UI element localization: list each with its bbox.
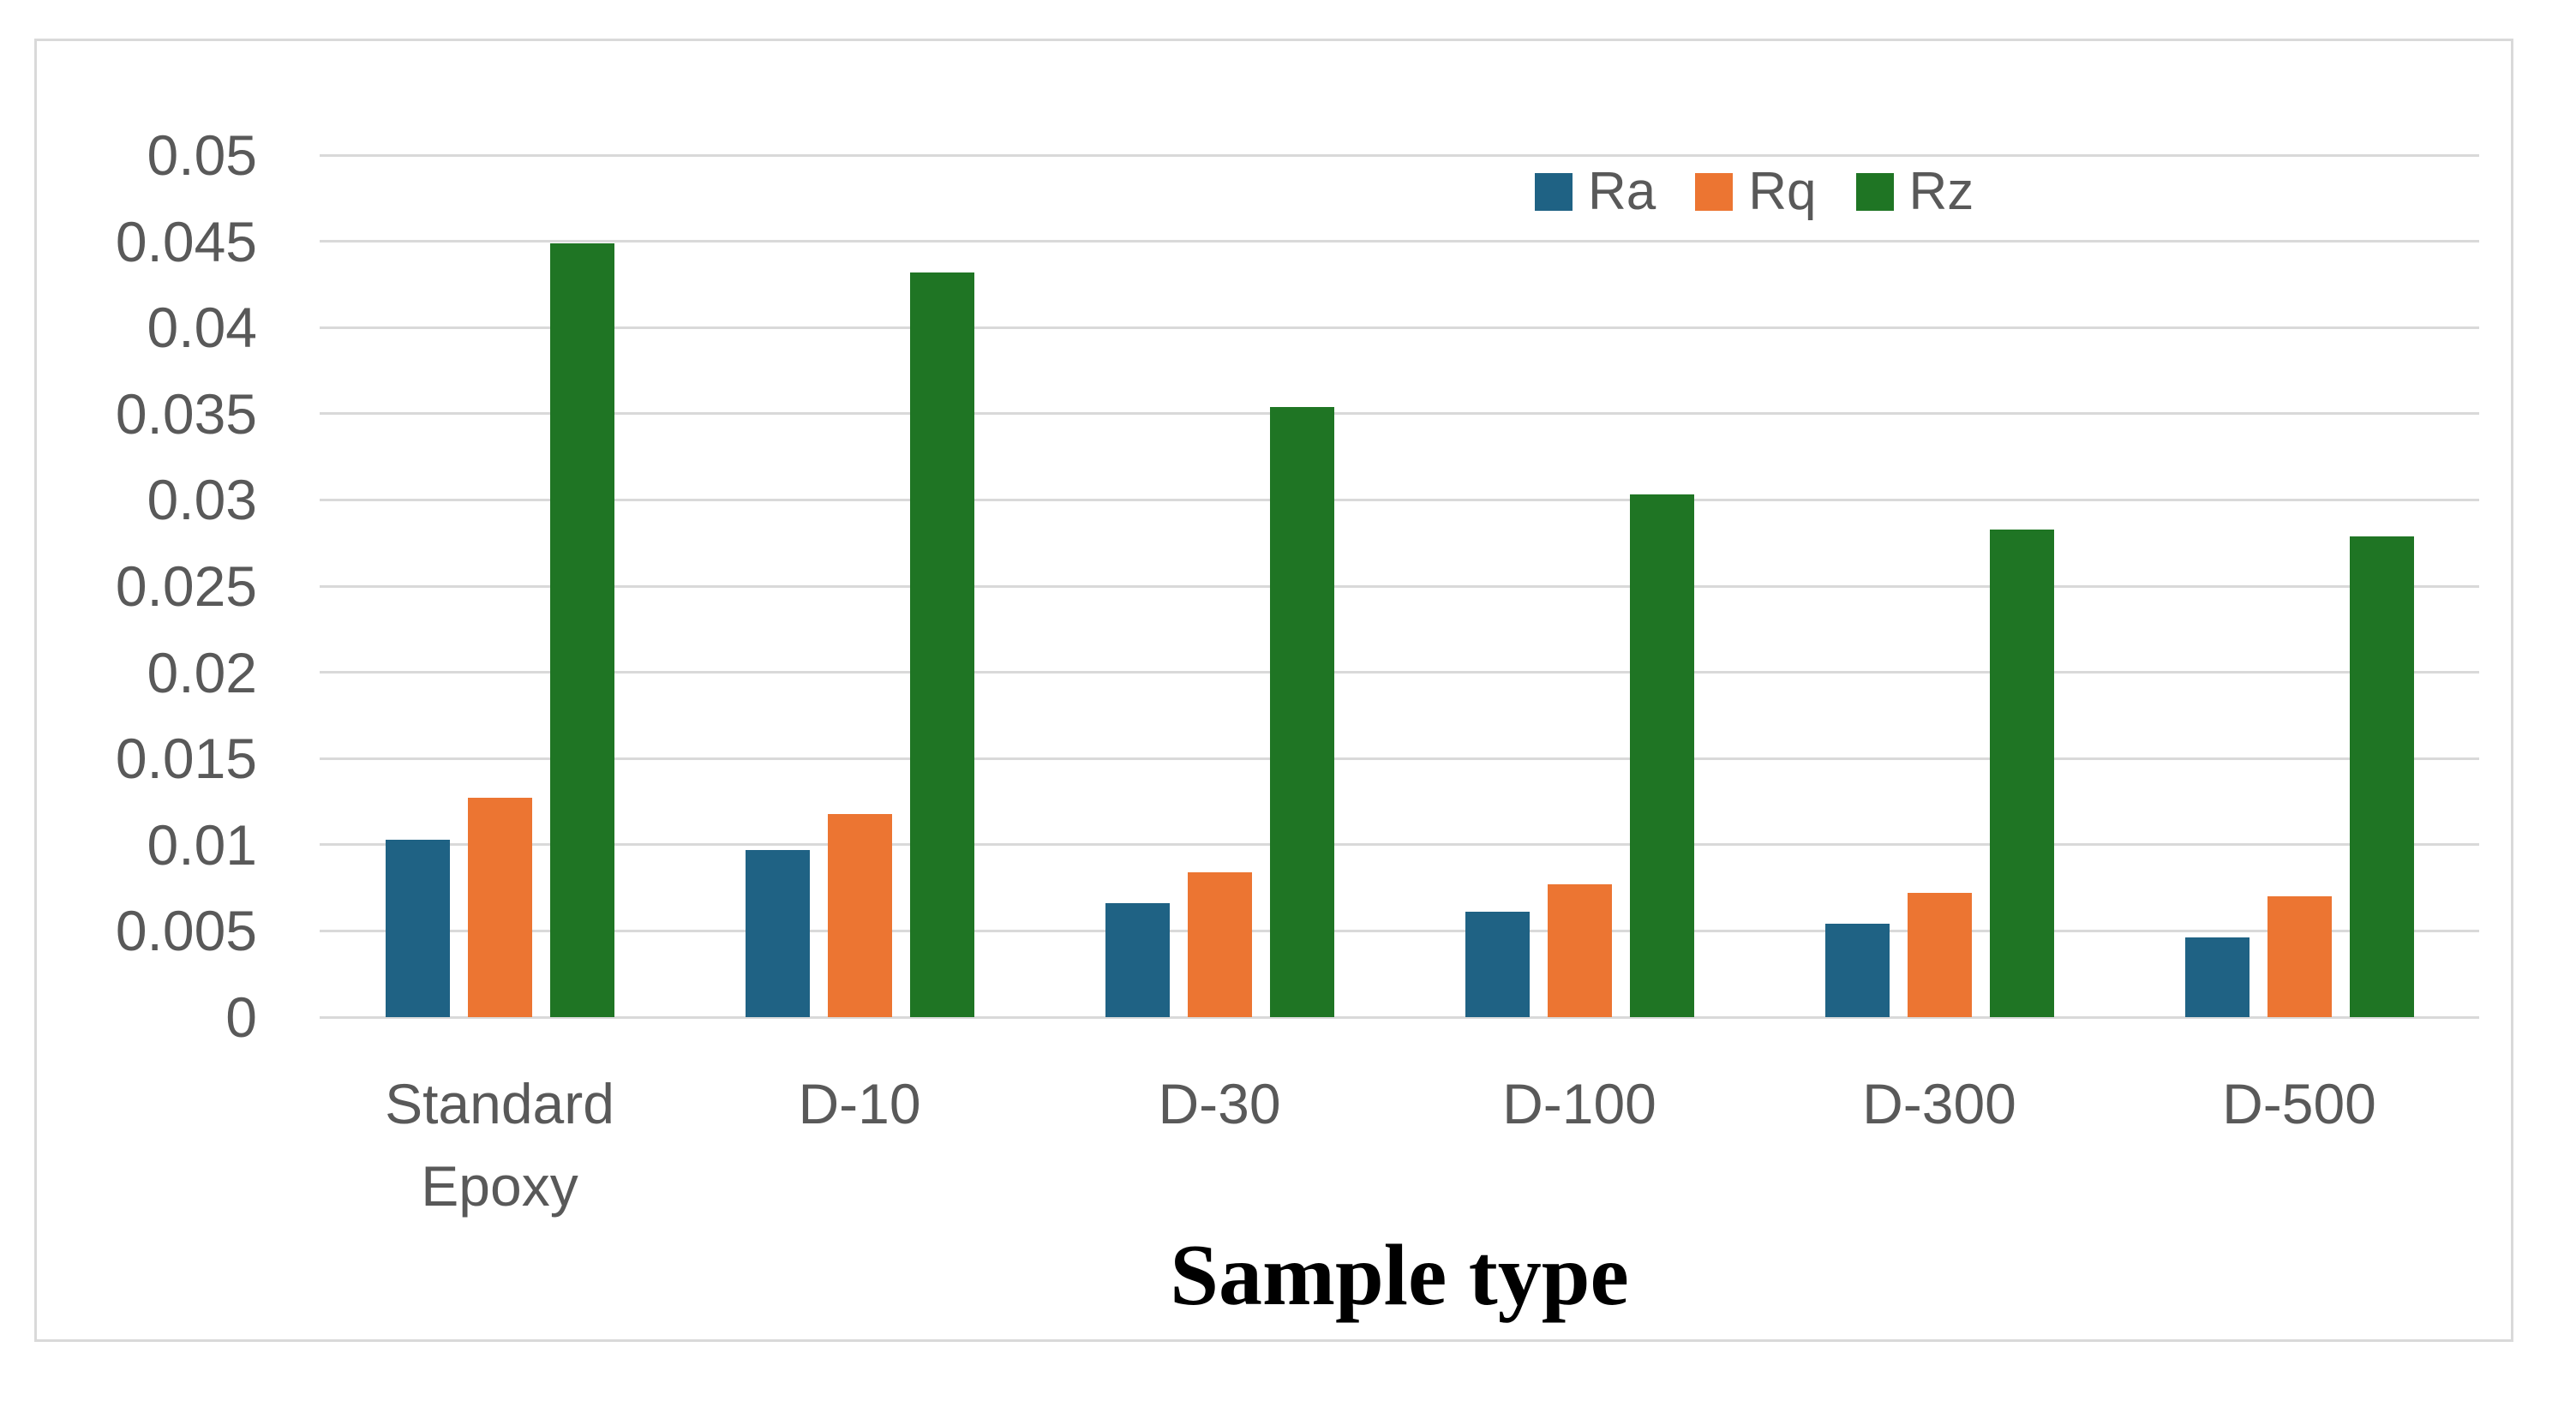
ra-bar xyxy=(745,850,810,1017)
y-tick-label: 0.02 xyxy=(147,640,257,704)
ra-bar xyxy=(385,840,450,1017)
y-tick-label: 0.04 xyxy=(147,296,257,360)
gridline xyxy=(320,757,2479,760)
x-category-label: D-10 xyxy=(798,1072,921,1135)
rq-bar xyxy=(1907,893,1972,1017)
ra-bar xyxy=(1824,924,1890,1017)
legend-item-rz: Rz xyxy=(1855,161,1974,222)
x-category-label: D-30 xyxy=(1158,1072,1281,1135)
y-tick-label: 0.005 xyxy=(115,899,257,963)
rz-bar xyxy=(1269,407,1334,1017)
rz-bar xyxy=(1629,494,1694,1017)
gridline xyxy=(320,929,2479,932)
x-category-label: D-100 xyxy=(1502,1072,1656,1135)
x-axis-title: Sample type xyxy=(1170,1227,1629,1324)
rq-bar xyxy=(2267,896,2332,1017)
x-category-label: Standard Epoxy xyxy=(385,1072,614,1218)
legend-label-rq: Rq xyxy=(1748,162,1817,221)
legend-label-ra: Ra xyxy=(1588,162,1656,221)
legend-label-rz: Rz xyxy=(1908,162,1974,221)
gridline xyxy=(320,326,2479,329)
rq-bar xyxy=(1187,872,1252,1017)
x-category-label: D-500 xyxy=(2222,1072,2376,1135)
y-tick-label: 0.05 xyxy=(147,123,257,187)
legend-swatch-rz xyxy=(1855,172,1894,211)
gridline xyxy=(320,412,2479,416)
gridline xyxy=(320,153,2479,157)
x-category-label: D-300 xyxy=(1862,1072,2016,1135)
y-tick-label: 0.035 xyxy=(115,381,257,446)
gridline xyxy=(320,584,2479,588)
y-tick-label: 0.015 xyxy=(115,727,257,791)
rq-bar xyxy=(467,798,532,1017)
rz-bar xyxy=(2349,536,2414,1017)
legend-item-rq: Rq xyxy=(1695,161,1817,222)
legend-swatch-rq xyxy=(1695,172,1734,211)
rz-bar xyxy=(549,243,614,1017)
chart-frame: 0 0.005 0.01 0.015 0.02 0.025 0.03 0.035 0.04 0.0… xyxy=(34,39,2513,1342)
plot-area xyxy=(320,153,2479,1019)
ra-bar xyxy=(1465,912,1530,1017)
rq-bar xyxy=(1547,884,1612,1017)
gridline xyxy=(320,240,2479,243)
y-tick-label: 0.045 xyxy=(115,209,257,273)
legend-item-ra: Ra xyxy=(1535,161,1656,222)
legend: Ra Rq Rz xyxy=(1535,161,1974,222)
x-axis-baseline xyxy=(320,1015,2479,1019)
ra-bar xyxy=(1105,903,1170,1017)
gridline xyxy=(320,498,2479,501)
ra-bar xyxy=(2184,937,2250,1017)
gridline xyxy=(320,671,2479,674)
rq-bar xyxy=(827,814,892,1017)
rz-bar xyxy=(909,272,974,1017)
y-tick-label: 0.03 xyxy=(147,468,257,532)
gridline xyxy=(320,843,2479,847)
y-tick-label: 0.025 xyxy=(115,554,257,618)
legend-swatch-ra xyxy=(1535,172,1573,211)
y-tick-label: 0.01 xyxy=(147,812,257,877)
rz-bar xyxy=(1989,530,2054,1017)
y-tick-label: 0 xyxy=(225,985,257,1049)
